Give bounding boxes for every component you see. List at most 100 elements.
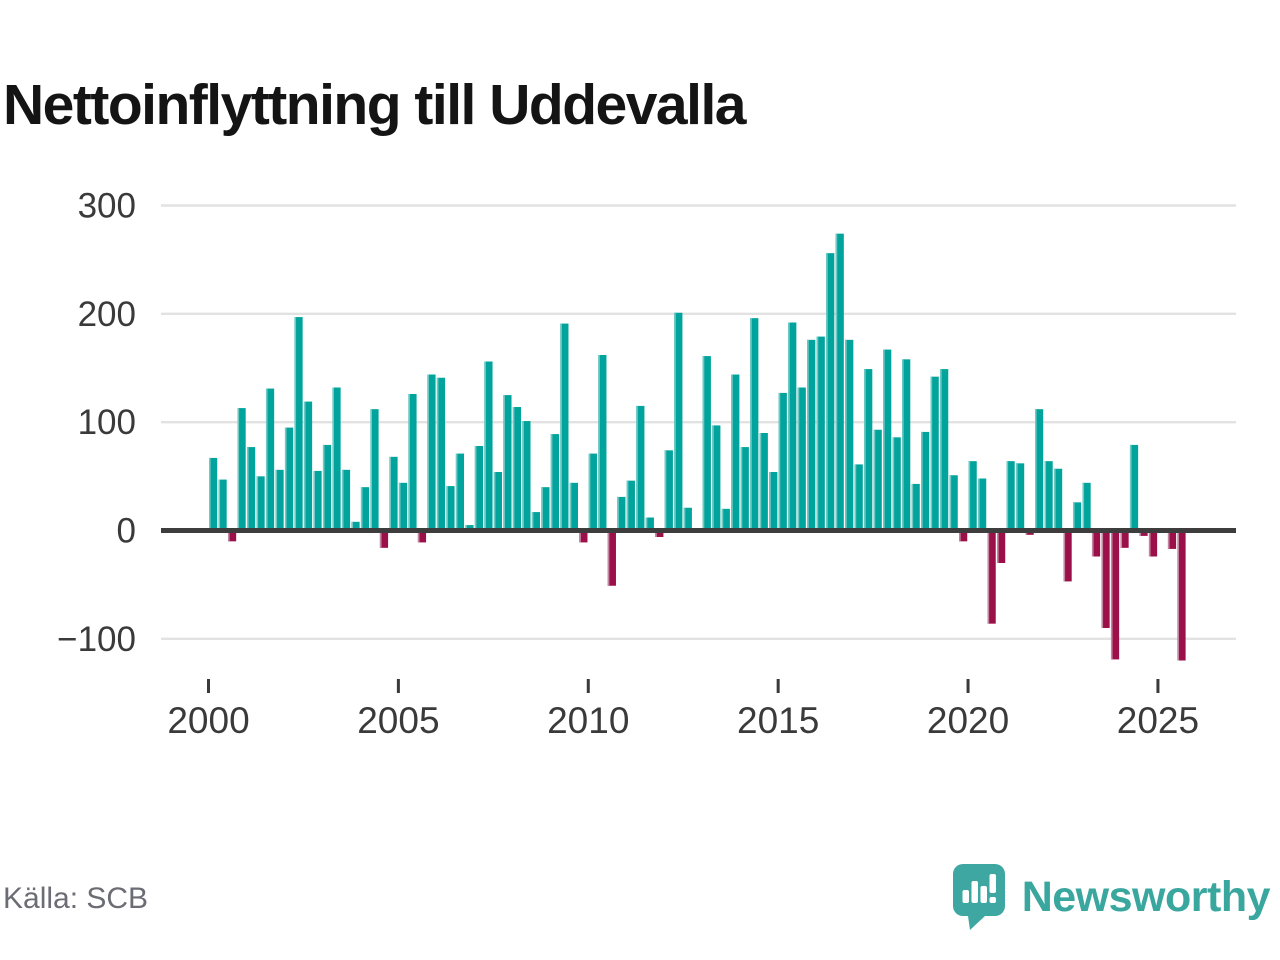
bar bbox=[455, 453, 465, 531]
y-axis-tick-label: 300 bbox=[78, 187, 136, 226]
bar bbox=[816, 336, 825, 531]
bar bbox=[465, 525, 474, 531]
bar bbox=[427, 374, 436, 531]
bar bbox=[683, 507, 692, 531]
bar-edge bbox=[351, 521, 354, 531]
bar-edge bbox=[636, 405, 638, 531]
bar bbox=[408, 394, 417, 531]
bar bbox=[759, 433, 768, 531]
bar-edge bbox=[427, 374, 429, 531]
bar bbox=[1129, 444, 1139, 531]
bar-edge bbox=[588, 453, 591, 531]
bar bbox=[313, 470, 322, 531]
bar-edge bbox=[797, 387, 800, 531]
bar-edge bbox=[503, 395, 505, 531]
bar bbox=[978, 478, 987, 531]
bar-edge bbox=[313, 470, 316, 531]
bar-edge bbox=[1072, 502, 1075, 531]
bar bbox=[712, 425, 721, 531]
bar bbox=[1110, 530, 1120, 660]
bar bbox=[949, 475, 958, 531]
bar-edge bbox=[484, 361, 486, 531]
bar-edge bbox=[845, 339, 847, 531]
bar-edge bbox=[759, 433, 762, 531]
x-axis-tick-label: 2010 bbox=[547, 700, 629, 741]
bar-edge bbox=[512, 407, 515, 531]
bar bbox=[227, 530, 237, 542]
bar bbox=[797, 387, 806, 531]
bar-edge bbox=[398, 482, 401, 531]
bar-edge bbox=[560, 323, 562, 531]
bar-edge bbox=[284, 427, 287, 531]
bar-edge bbox=[683, 507, 686, 531]
bar-edge bbox=[778, 392, 781, 531]
bar-edge bbox=[987, 530, 990, 624]
bar bbox=[1091, 530, 1101, 557]
newsworthy-logo-icon bbox=[952, 864, 1005, 930]
bar bbox=[265, 388, 275, 531]
bar bbox=[1139, 530, 1148, 536]
bar bbox=[845, 339, 854, 531]
bar bbox=[1148, 530, 1158, 557]
bar bbox=[997, 530, 1006, 563]
bar bbox=[218, 479, 227, 531]
bar-edge bbox=[911, 483, 914, 531]
bar-edge bbox=[1101, 530, 1104, 628]
bar bbox=[940, 369, 949, 531]
bar-edge bbox=[835, 233, 838, 531]
logo-bars-icon bbox=[962, 874, 996, 903]
bar-edge bbox=[322, 444, 325, 531]
bar-edge bbox=[626, 480, 629, 531]
bar bbox=[370, 409, 379, 531]
bar-edge bbox=[417, 530, 420, 543]
bar-edge bbox=[1016, 463, 1018, 531]
bar bbox=[531, 512, 541, 531]
bar-edge bbox=[1053, 468, 1056, 531]
bar bbox=[275, 469, 284, 531]
bar bbox=[750, 318, 759, 531]
bar-edge bbox=[930, 376, 933, 531]
logo-exclamation-bar bbox=[989, 874, 996, 893]
bar bbox=[921, 431, 930, 531]
bar-edge bbox=[959, 530, 961, 542]
bar-edge bbox=[256, 476, 259, 531]
bar-edge bbox=[436, 377, 439, 531]
bar bbox=[360, 487, 370, 531]
bar-edge bbox=[1110, 530, 1113, 660]
bar bbox=[389, 456, 398, 531]
bar bbox=[835, 233, 844, 531]
bar-edge bbox=[1006, 461, 1009, 531]
bar-edge bbox=[968, 461, 971, 531]
bar-edge bbox=[617, 496, 619, 531]
bar bbox=[237, 408, 246, 531]
bar bbox=[1072, 502, 1082, 531]
bar-edge bbox=[408, 394, 410, 531]
bar bbox=[446, 486, 455, 531]
bar-edge bbox=[902, 359, 904, 531]
bar bbox=[607, 530, 616, 586]
bar bbox=[1120, 530, 1129, 548]
bar bbox=[294, 317, 303, 531]
bar bbox=[636, 405, 645, 531]
bar bbox=[1177, 530, 1186, 661]
bar-edge bbox=[864, 369, 866, 531]
bar-edge bbox=[655, 530, 657, 537]
bar-edge bbox=[227, 530, 230, 542]
bar-edge bbox=[1139, 530, 1142, 536]
bar bbox=[721, 508, 730, 531]
bar-edge bbox=[541, 487, 543, 531]
bar-edge bbox=[237, 408, 240, 531]
bar bbox=[807, 339, 816, 531]
bar bbox=[541, 487, 550, 531]
bar-edge bbox=[788, 322, 790, 531]
bar bbox=[645, 517, 654, 531]
logo-exclamation-dot bbox=[989, 897, 996, 903]
bar-edge bbox=[883, 349, 885, 531]
bar-edge bbox=[550, 434, 553, 531]
bar-edge bbox=[1091, 530, 1094, 557]
bar bbox=[522, 421, 531, 531]
x-axis-tick-label: 2015 bbox=[737, 700, 819, 741]
bar-edge bbox=[493, 472, 496, 531]
brand-name: Newsworthy bbox=[1021, 872, 1271, 921]
